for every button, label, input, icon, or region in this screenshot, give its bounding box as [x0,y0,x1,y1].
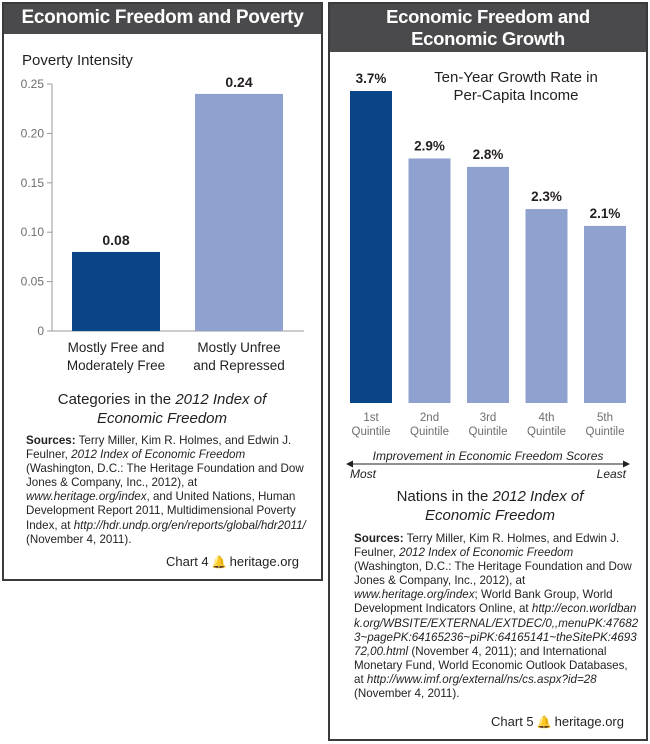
y-tick-label: 0.15 [21,176,45,190]
bar-value-label: 2.8% [473,147,504,162]
bar-value-label: 2.3% [531,189,562,204]
arrow-label: Improvement in Economic Freedom Scores [373,449,604,463]
category-label: Quintile [410,426,449,438]
chart-credit: Chart 5 🔔 heritage.org [491,714,624,729]
bar [72,251,160,331]
y-axis-title: Poverty Intensity [22,52,133,69]
chart-title-line2: Per-Capita Income [453,87,578,104]
poverty-bar-chart: Poverty Intensity 0 0.05 0.10 0.15 0.20 0.25 0.… [21,52,304,427]
y-tick-label: 0.05 [21,275,45,289]
sources-url: http://econ.worldbank.org/WBSITE/EXTERNA… [354,602,639,658]
y-tick-label: 0.10 [21,225,45,239]
category-label: and Repressed [193,358,285,373]
chart-number: Chart 4 [166,554,209,569]
bar-value-label: 3.7% [356,71,387,86]
sources-text: (Washington, D.C.: The Heritage Foundati… [354,560,632,588]
sources-text: ; World Bank Group, World Development In… [354,588,613,616]
panel-title: Economic Freedom and Economic Growth [330,4,646,52]
bar [408,158,451,403]
arrow-left-label: Most [350,467,377,481]
x-axis-title-line1: Nations in the 2012 Index of [397,488,586,505]
category-label: Quintile [352,426,391,438]
y-tick-label: 0.25 [21,77,45,91]
bar [467,166,509,403]
x-axis-title-line2: Economic Freedom [97,410,227,427]
liberty-bell-icon: 🔔 [211,555,227,569]
category-label: 1st [363,412,379,424]
category-label: Quintile [527,426,566,438]
growth-chart-panel: Economic Freedom and Economic Growth Ten… [328,2,648,741]
panel-title-line1: Economic Freedom and [386,6,590,27]
y-tick-label: 0.20 [21,126,45,140]
chart-credit: Chart 4 🔔 heritage.org [166,554,299,569]
sources-text: (November 4, 2011). [354,687,460,701]
sources-url: www.heritage.org/index [354,588,475,602]
bar [350,91,392,403]
bar [525,209,568,403]
chart-title-line1: Ten-Year Growth Rate in [434,69,598,86]
arrow-right-head-icon [623,460,630,468]
sources-label: Sources: [26,434,76,447]
category-label: Mostly Unfree [197,340,280,355]
category-label: Quintile [586,426,625,438]
site-name: heritage.org [554,714,624,729]
category-label: 3rd [480,412,497,424]
category-label: Mostly Free and [68,340,165,355]
sources-text: Terry Miller, Kim R. Holmes, and Edwin J… [26,434,292,462]
sources-note: Sources: Terry Miller, Kim R. Holmes, an… [354,532,639,701]
sources-url: www.heritage.org/index [26,490,147,504]
chart-number: Chart 5 [491,714,534,729]
bar-value-label: 2.1% [590,206,621,221]
arrow-right-label: Least [597,467,627,481]
sources-text: , and United Nations, Human Development … [26,490,296,532]
panel-title: Economic Freedom and Poverty [4,4,321,34]
category-label: Quintile [469,426,508,438]
category-label: 4th [539,412,555,424]
category-label: 2nd [420,412,439,424]
sources-italic: 2012 Index of Economic Freedom [71,448,246,462]
bar-value-label: 0.08 [102,232,129,248]
panel-title-line2: Economic Growth [411,28,565,49]
category-label: Moderately Free [67,358,165,373]
sources-text: (Washington, D.C.: The Heritage Foundati… [26,462,304,490]
sources-url: http://hdr.undp.org/en/reports/global/hd… [73,518,306,532]
site-name: heritage.org [229,554,299,569]
x-axis-title-line2: Economic Freedom [425,507,555,524]
category-label: 5th [597,412,613,424]
poverty-chart-panel: Economic Freedom and Poverty Poverty Int… [2,2,323,581]
sources-text: (November 4, 2011); and International Mo… [354,644,628,686]
bar-value-label: 0.24 [225,74,252,90]
sources-note: Sources: Terry Miller, Kim R. Holmes, an… [26,434,311,547]
sources-italic: 2012 Index of Economic Freedom [399,546,574,560]
sources-url: http://www.imf.org/external/ns/cs.aspx?i… [366,672,597,686]
y-tick-label: 0 [37,324,44,338]
arrow-left-head-icon [346,460,353,468]
sources-label: Sources: [354,532,404,545]
sources-text: Terry Miller, Kim R. Holmes, and Edwin J… [354,532,620,560]
x-axis-title-line1: Categories in the 2012 Index of [58,391,268,408]
bar-value-label: 2.9% [414,138,445,153]
bar [584,225,626,403]
sources-text: (November 4, 2011). [26,532,132,546]
bar [195,93,283,331]
liberty-bell-icon: 🔔 [536,715,552,729]
